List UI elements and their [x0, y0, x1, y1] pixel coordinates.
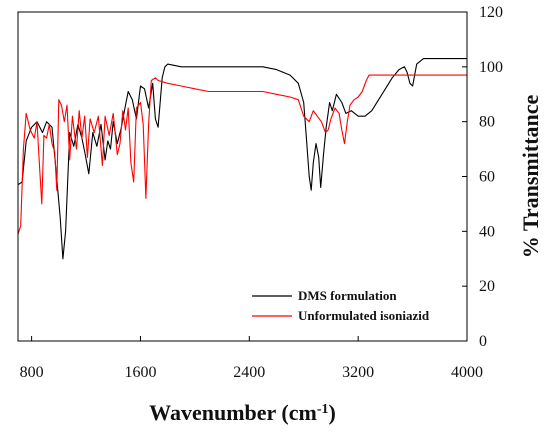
x-axis-ticks: 800 1600 2400 3200 4000 — [20, 336, 483, 381]
legend-label-dms-formulation: DMS formulation — [298, 288, 397, 303]
y-tick-label: 40 — [479, 223, 495, 240]
y-tick-label: 60 — [479, 169, 495, 186]
x-axis-title-superscript: -1 — [317, 402, 329, 417]
x-axis-title-text: Wavenumber (cm — [149, 400, 317, 425]
x-tick-label: 1600 — [124, 364, 156, 381]
y-tick-label: 0 — [479, 333, 487, 350]
series-layer — [17, 58, 467, 260]
y-axis-ticks: 0 20 40 60 80 100 120 — [462, 4, 503, 350]
y-tick-label: 80 — [479, 114, 495, 131]
x-tick-label: 800 — [20, 364, 44, 381]
series-line-unformulated-isoniazid — [17, 74, 467, 235]
x-tick-label: 3200 — [342, 364, 374, 381]
y-tick-label: 20 — [479, 278, 495, 295]
legend: DMS formulation Unformulated isoniazid — [252, 288, 430, 323]
x-axis-title: Wavenumber (cm-1) — [149, 400, 336, 425]
y-tick-label: 120 — [479, 4, 503, 21]
legend-label-unformulated-isoniazid: Unformulated isoniazid — [298, 308, 430, 323]
y-tick-label: 100 — [479, 59, 503, 76]
y-axis-title: % Transmittance — [518, 94, 543, 258]
x-tick-label: 4000 — [451, 364, 483, 381]
x-axis-title-close: ) — [328, 400, 335, 425]
plot-area-frame — [17, 11, 468, 342]
series-line-dms-formulation — [17, 58, 467, 260]
x-tick-label: 2400 — [233, 364, 265, 381]
